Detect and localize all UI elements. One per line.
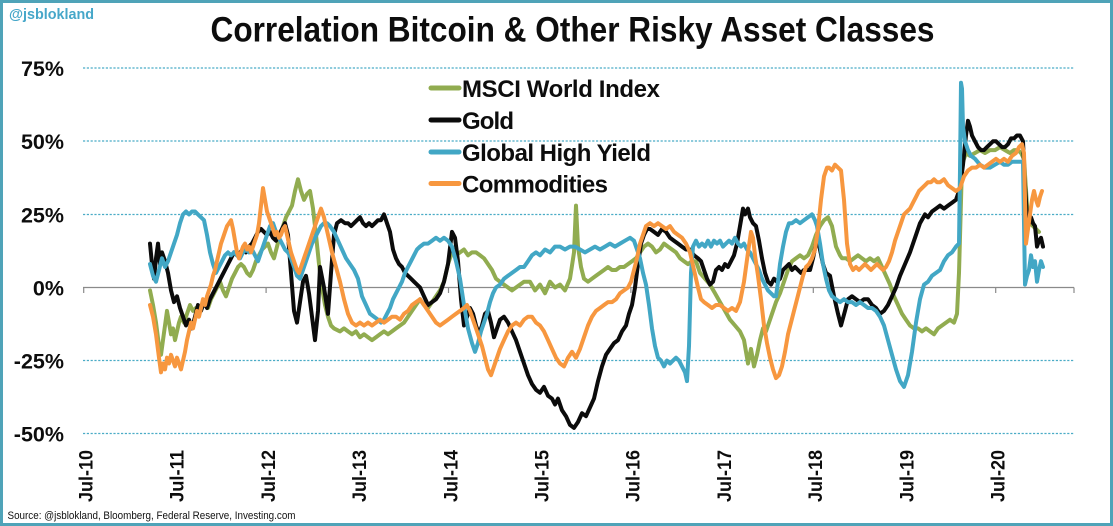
svg-text:Jul-14: Jul-14 (440, 450, 462, 502)
svg-text:Gold: Gold (462, 108, 514, 135)
svg-text:Commodities: Commodities (462, 171, 608, 198)
svg-text:Jul-20: Jul-20 (988, 450, 1010, 502)
svg-text:Jul-12: Jul-12 (258, 450, 280, 502)
svg-text:-50%: -50% (14, 422, 64, 446)
svg-text:Correlation Bitcoin & Other Ri: Correlation Bitcoin & Other Risky Asset … (211, 11, 935, 50)
svg-text:-25%: -25% (14, 349, 64, 373)
svg-text:MSCI World Index: MSCI World Index (462, 76, 661, 103)
svg-text:25%: 25% (21, 203, 64, 227)
svg-text:50%: 50% (21, 130, 64, 154)
svg-text:Jul-10: Jul-10 (76, 450, 98, 502)
svg-text:Jul-18: Jul-18 (805, 450, 827, 502)
svg-text:Jul-13: Jul-13 (349, 450, 371, 502)
svg-text:0%: 0% (33, 276, 64, 300)
svg-text:Jul-16: Jul-16 (623, 450, 645, 502)
svg-text:75%: 75% (21, 57, 64, 81)
svg-text:@jsblokland: @jsblokland (9, 7, 94, 23)
svg-text:Jul-17: Jul-17 (714, 450, 736, 502)
svg-text:Jul-15: Jul-15 (532, 450, 554, 502)
svg-text:Source: @jsblokland, Bloomberg: Source: @jsblokland, Bloomberg, Federal … (8, 510, 296, 522)
svg-text:Jul-19: Jul-19 (896, 450, 918, 502)
svg-text:Jul-11: Jul-11 (167, 450, 189, 502)
svg-text:Global High Yield: Global High Yield (462, 140, 651, 167)
